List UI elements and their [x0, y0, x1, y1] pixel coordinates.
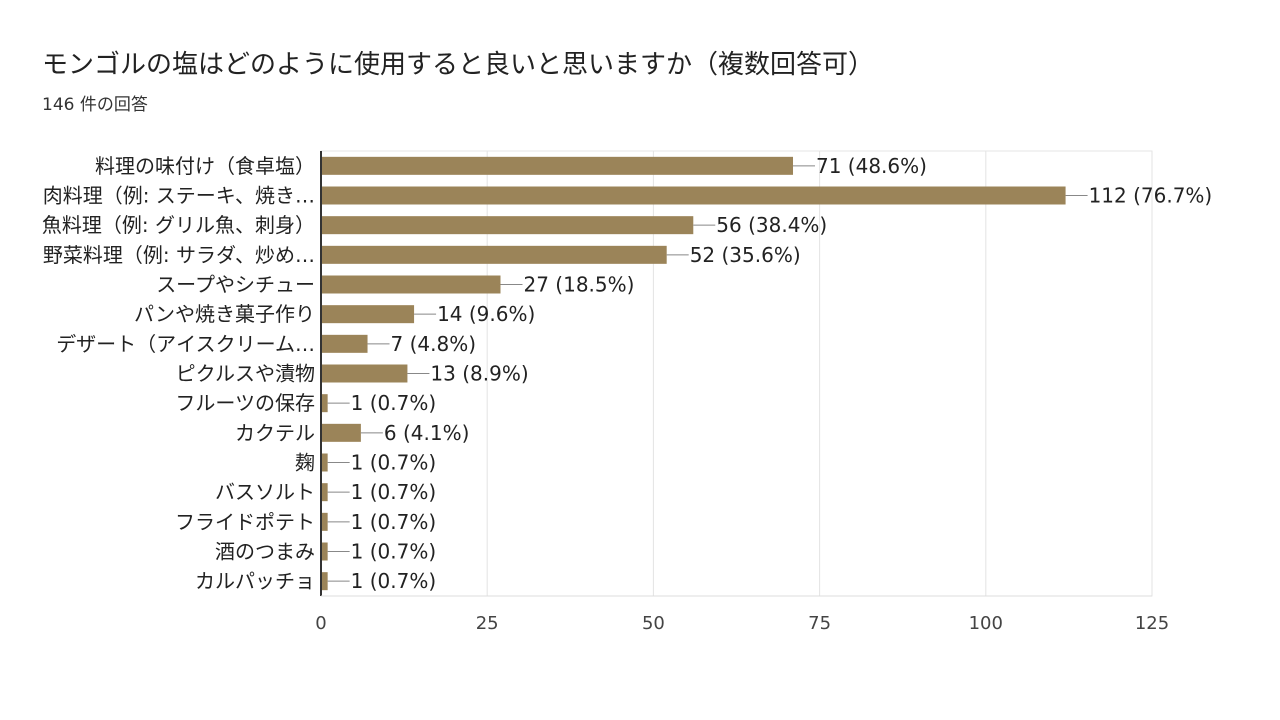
bar [321, 275, 501, 294]
bar [321, 186, 1066, 205]
category-label: ピクルスや漬物 [176, 362, 315, 386]
data-label: 14 (9.6%) [437, 302, 535, 326]
category-label: 魚料理（例: グリル魚、刺身） [42, 213, 315, 237]
bar [321, 245, 667, 264]
bar [321, 542, 328, 561]
data-label: 1 (0.7%) [351, 480, 437, 504]
bar [321, 394, 328, 413]
data-label: 56 (38.4%) [716, 213, 827, 237]
category-label: 料理の味付け（食卓塩） [95, 154, 315, 178]
bar [321, 483, 328, 502]
x-tick-label: 100 [969, 613, 1003, 634]
bar [321, 512, 328, 531]
bar [321, 572, 328, 591]
category-label: パンや焼き菓子作り [134, 302, 315, 326]
bar [321, 364, 408, 383]
category-label: デザート（アイスクリーム… [56, 332, 315, 356]
data-label: 1 (0.7%) [351, 451, 437, 475]
bar [321, 156, 794, 175]
x-tick-label: 50 [642, 613, 665, 634]
chart-title: モンゴルの塩はどのように使用すると良いと思いますか（複数回答可） [42, 50, 875, 80]
category-label: スープやシチュー [156, 273, 315, 297]
data-label: 27 (18.5%) [523, 273, 634, 297]
data-label: 1 (0.7%) [351, 569, 437, 593]
bar [321, 453, 328, 472]
data-label: 112 (76.7%) [1089, 184, 1213, 208]
category-label: 酒のつまみ [215, 540, 315, 564]
data-label: 71 (48.6%) [816, 154, 927, 178]
category-label: カルパッチョ [195, 569, 315, 593]
category-label: カクテル [235, 421, 315, 445]
data-label: 1 (0.7%) [351, 391, 437, 415]
bar [321, 216, 694, 235]
data-label: 1 (0.7%) [351, 540, 437, 564]
data-label: 52 (35.6%) [690, 243, 801, 267]
category-label: フライドポテト [175, 510, 315, 534]
bar [321, 334, 368, 353]
response-count: 146 件の回答 [42, 95, 148, 115]
category-label: バスソルト [215, 480, 315, 504]
x-tick-label: 0 [315, 613, 326, 634]
data-label: 7 (4.8%) [391, 332, 477, 356]
x-tick-label: 75 [808, 613, 831, 634]
bar [321, 423, 361, 442]
data-label: 13 (8.9%) [430, 362, 528, 386]
bar [321, 305, 415, 324]
x-tick-label: 125 [1135, 613, 1169, 634]
x-tick-label: 25 [476, 613, 499, 634]
category-label: 肉料理（例: ステーキ、焼き… [43, 184, 315, 208]
category-label: 野菜料理（例: サラダ、炒め… [43, 243, 315, 267]
category-label: 麹 [295, 451, 315, 475]
data-label: 6 (4.1%) [384, 421, 470, 445]
data-label: 1 (0.7%) [351, 510, 437, 534]
category-label: フルーツの保存 [175, 391, 315, 415]
